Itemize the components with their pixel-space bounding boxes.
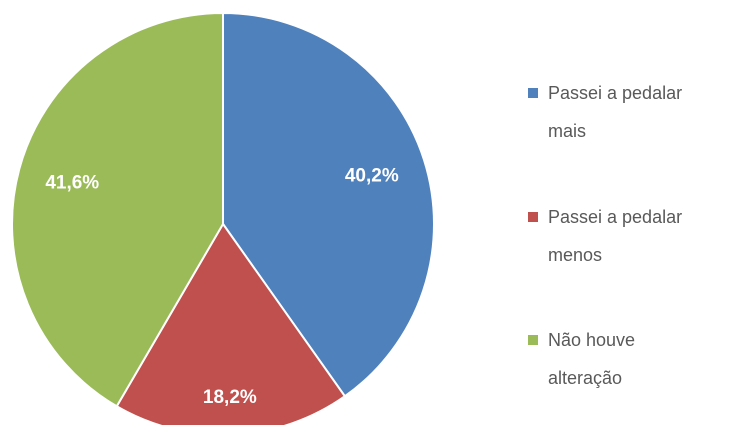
legend-swatch xyxy=(528,335,538,345)
pie-slice xyxy=(222,11,436,398)
pie-slice xyxy=(11,11,224,408)
legend-item: Não houve alteração xyxy=(528,321,713,397)
legend-label: Passei a pedalar menos xyxy=(548,207,683,265)
legend-label: Não houve alteração xyxy=(548,330,636,388)
pie-slice xyxy=(115,222,347,425)
legend-swatch xyxy=(528,212,538,222)
legend-swatch xyxy=(528,88,538,98)
legend-label: Passei a pedalar mais xyxy=(548,83,683,141)
data-label: 41,6% xyxy=(45,172,99,193)
legend-item: Passei a pedalar menos xyxy=(528,198,713,274)
data-label: 40,2% xyxy=(345,166,399,187)
legend-item: Passei a pedalar mais xyxy=(528,74,713,150)
data-label: 18,2% xyxy=(203,387,257,408)
